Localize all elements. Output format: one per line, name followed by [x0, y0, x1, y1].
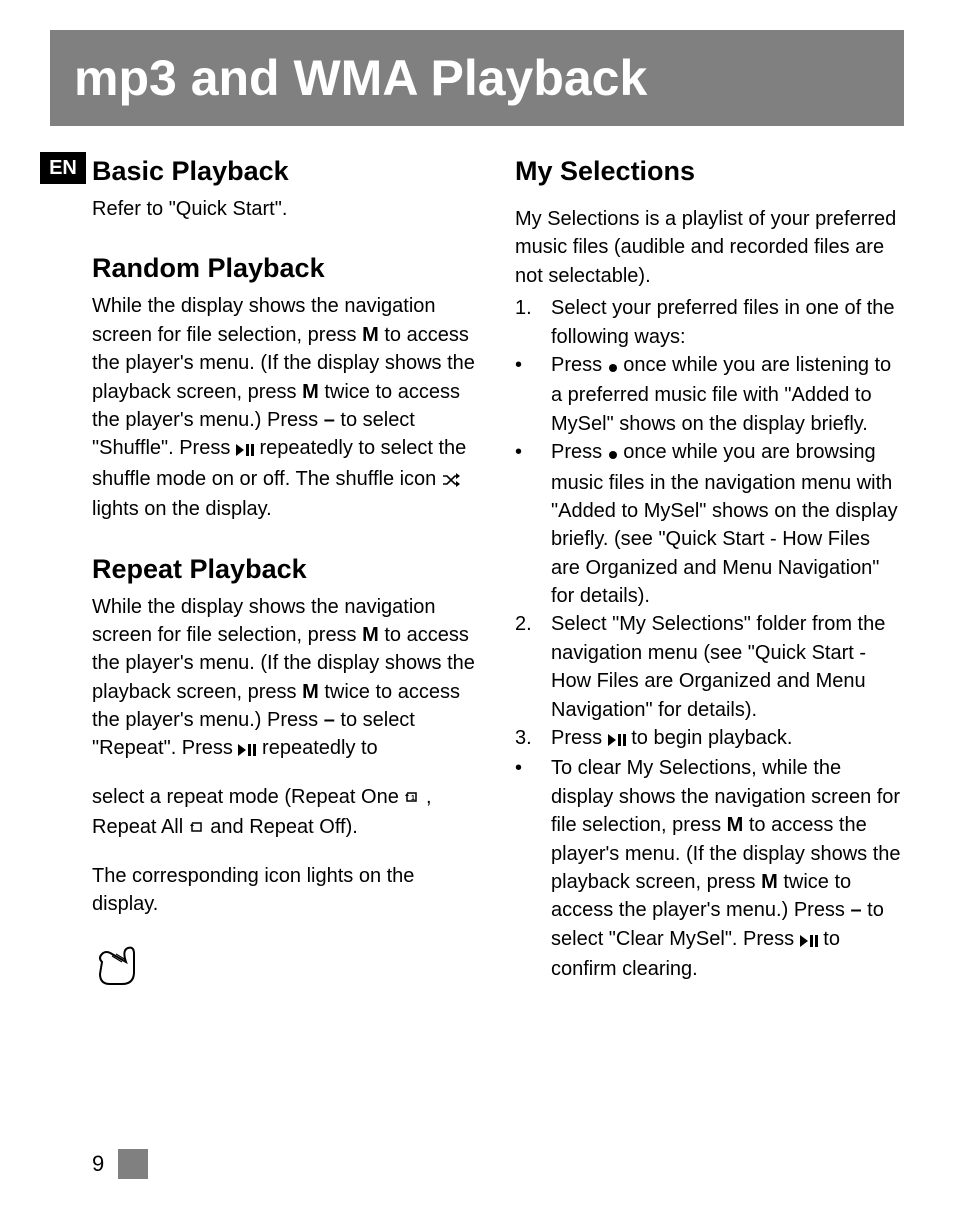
svg-text:1: 1 — [411, 795, 415, 802]
repeat-playback-body-3: The corresponding icon lights on the dis… — [92, 862, 479, 919]
page-title: mp3 and WMA Playback — [74, 49, 647, 107]
list-item: Press once while you are listening to a … — [515, 351, 902, 438]
tip-hand-icon — [92, 932, 152, 997]
m-button-ref: M — [302, 681, 319, 703]
content-columns: Basic Playback Refer to "Quick Start". R… — [92, 150, 902, 984]
m-button-ref: M — [761, 871, 778, 893]
m-button-ref: M — [727, 814, 744, 836]
page-marker-square — [118, 1149, 148, 1179]
repeat-playback-body-1: While the display shows the navigation s… — [92, 593, 479, 765]
right-column: My Selections My Selections is a playlis… — [515, 150, 902, 984]
mysel-list: Select your preferred files in one of th… — [515, 294, 902, 983]
heading-repeat-playback: Repeat Playback — [92, 554, 479, 585]
dot-button-icon — [608, 440, 618, 468]
repeat-one-icon: 1 — [404, 785, 420, 813]
heading-random-playback: Random Playback — [92, 253, 479, 284]
repeat-all-icon — [189, 815, 205, 843]
heading-basic-playback: Basic Playback — [92, 156, 479, 187]
basic-playback-body: Refer to "Quick Start". — [92, 195, 479, 223]
m-button-ref: M — [302, 381, 319, 403]
play-pause-icon — [800, 927, 818, 955]
page-number: 9 — [92, 1151, 104, 1177]
m-button-ref: M — [362, 624, 379, 646]
dot-button-icon — [608, 353, 618, 381]
mysel-intro: My Selections is a playlist of your pref… — [515, 205, 902, 290]
list-item: Select your preferred files in one of th… — [515, 294, 902, 351]
page-number-block: 9 — [92, 1149, 148, 1179]
list-item: To clear My Selections, while the displa… — [515, 754, 902, 983]
list-item: Press to begin playback. — [515, 724, 902, 754]
play-pause-icon — [238, 736, 256, 764]
left-column: Basic Playback Refer to "Quick Start". R… — [92, 150, 479, 984]
play-pause-icon — [608, 726, 626, 754]
title-bar: mp3 and WMA Playback — [50, 30, 904, 126]
random-playback-body: While the display shows the navigation s… — [92, 292, 479, 523]
m-button-ref: M — [362, 324, 379, 346]
minus-button-ref: – — [324, 409, 335, 431]
heading-my-selections: My Selections — [515, 156, 902, 187]
play-pause-icon — [236, 436, 254, 464]
repeat-playback-body-2: select a repeat mode (Repeat One 1 , Rep… — [92, 783, 479, 844]
minus-button-ref: – — [851, 899, 862, 921]
list-item: Select "My Selections" folder from the n… — [515, 610, 902, 724]
list-item: Press once while you are browsing music … — [515, 438, 902, 610]
minus-button-ref: – — [324, 709, 335, 731]
shuffle-icon — [442, 467, 460, 495]
language-tag: EN — [40, 152, 86, 184]
